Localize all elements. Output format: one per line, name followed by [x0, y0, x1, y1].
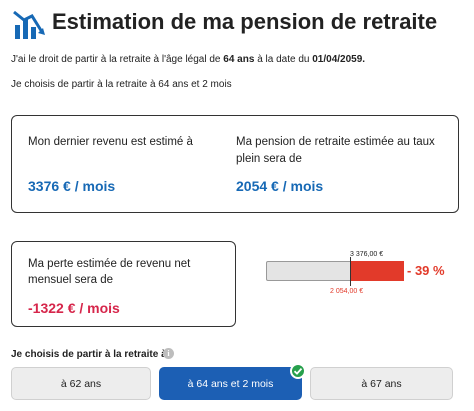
option-62-button[interactable]: à 62 ans: [11, 367, 151, 400]
retirement-age-question: Je choisis de partir à la retraite à: [11, 349, 167, 360]
legal-date: 01/04/2059.: [312, 54, 366, 65]
income-amount: 3376 € / mois: [28, 178, 116, 194]
loss-bar-fill: [350, 261, 404, 281]
legal-age-sentence: J'ai le droit de partir à la retraite à …: [11, 54, 365, 65]
income-label: Mon dernier revenu est estimé à: [28, 136, 193, 148]
pension-marker: [350, 257, 351, 286]
page-title: Estimation de ma pension de retraite: [52, 9, 438, 34]
estimate-summary-card: Mon dernier revenu est estimé à Ma pensi…: [11, 115, 459, 213]
bar-chart-icon: [13, 10, 45, 39]
loss-percent: - 39 %: [407, 263, 445, 278]
loss-amount: -1322 € / mois: [28, 300, 120, 316]
pension-label: Ma pension de retraite estimée au taux p…: [236, 136, 435, 165]
legal-age: 64 ans: [223, 54, 255, 65]
income-bar-label: 3 376,00 €: [350, 251, 384, 258]
intro-middle: à la date du: [257, 54, 310, 65]
chosen-retirement-sentence: Je choisis de partir à la retraite à 64 …: [11, 79, 232, 90]
info-icon[interactable]: i: [163, 348, 174, 359]
option-67-button[interactable]: à 67 ans: [310, 367, 453, 400]
pension-bar-label: 2 054,00 €: [330, 288, 364, 295]
pension-amount: 2054 € / mois: [236, 178, 324, 194]
option-64-2-button[interactable]: à 64 ans et 2 mois: [159, 367, 302, 400]
loss-label: Ma perte estimée de revenu net mensuel s…: [28, 258, 191, 286]
intro-prefix: J'ai le droit de partir à la retraite à …: [11, 54, 221, 65]
check-icon: [290, 363, 306, 379]
income-loss-card: Ma perte estimée de revenu net mensuel s…: [11, 241, 236, 327]
